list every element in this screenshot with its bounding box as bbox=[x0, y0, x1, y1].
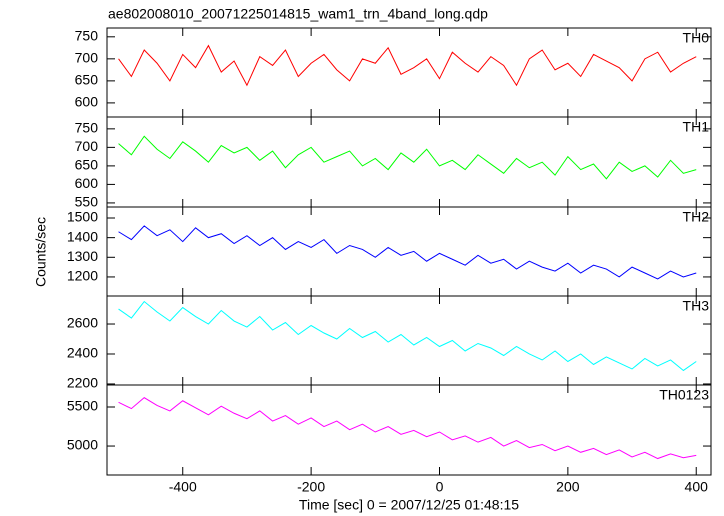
y-tick-label: 750 bbox=[75, 28, 99, 44]
x-tick-label: 200 bbox=[556, 479, 580, 495]
x-tick-label: -200 bbox=[297, 479, 325, 495]
y-tick-label: 1500 bbox=[67, 209, 98, 225]
y-tick-label: 1200 bbox=[67, 268, 98, 284]
y-axis-label: Counts/sec bbox=[33, 217, 49, 287]
y-tick-label: 5500 bbox=[67, 398, 98, 414]
x-axis-label: Time [sec] 0 = 2007/12/25 01:48:15 bbox=[299, 497, 519, 513]
y-tick-label: 1300 bbox=[67, 248, 98, 264]
y-tick-label: 600 bbox=[75, 94, 99, 110]
x-tick-label: -400 bbox=[169, 479, 197, 495]
panel-frame bbox=[106, 206, 712, 297]
light-curve bbox=[118, 225, 697, 280]
y-tick-label: 2600 bbox=[67, 315, 98, 331]
light-curve bbox=[118, 44, 697, 87]
y-tick-label: 2400 bbox=[67, 345, 98, 361]
y-tick-label: 1400 bbox=[67, 228, 98, 244]
panel-label: TH0123 bbox=[659, 387, 709, 403]
panel-label: TH1 bbox=[683, 119, 710, 135]
panel-label: TH0 bbox=[683, 30, 710, 46]
panel-frame bbox=[106, 116, 712, 208]
light-curve bbox=[118, 300, 697, 372]
y-tick-label: 700 bbox=[75, 50, 99, 66]
y-tick-label: 2200 bbox=[67, 375, 98, 391]
y-tick-label: 600 bbox=[75, 175, 99, 191]
y-tick-label: 550 bbox=[75, 194, 99, 210]
y-tick-label: 650 bbox=[75, 157, 99, 173]
y-tick-label: 700 bbox=[75, 138, 99, 154]
light-curve bbox=[118, 135, 697, 180]
panel-label: TH3 bbox=[683, 298, 710, 314]
x-tick-label: 0 bbox=[436, 479, 444, 495]
panel-label: TH2 bbox=[683, 209, 710, 225]
light-curve bbox=[118, 397, 697, 460]
chart-title: ae802008010_20071225014815_wam1_trn_4ban… bbox=[108, 6, 488, 22]
panel-frame bbox=[106, 384, 712, 476]
x-tick-label: 400 bbox=[685, 479, 709, 495]
y-tick-label: 5000 bbox=[67, 437, 98, 453]
panel-frame bbox=[106, 27, 712, 118]
y-tick-label: 750 bbox=[75, 120, 99, 136]
y-tick-label: 650 bbox=[75, 72, 99, 88]
